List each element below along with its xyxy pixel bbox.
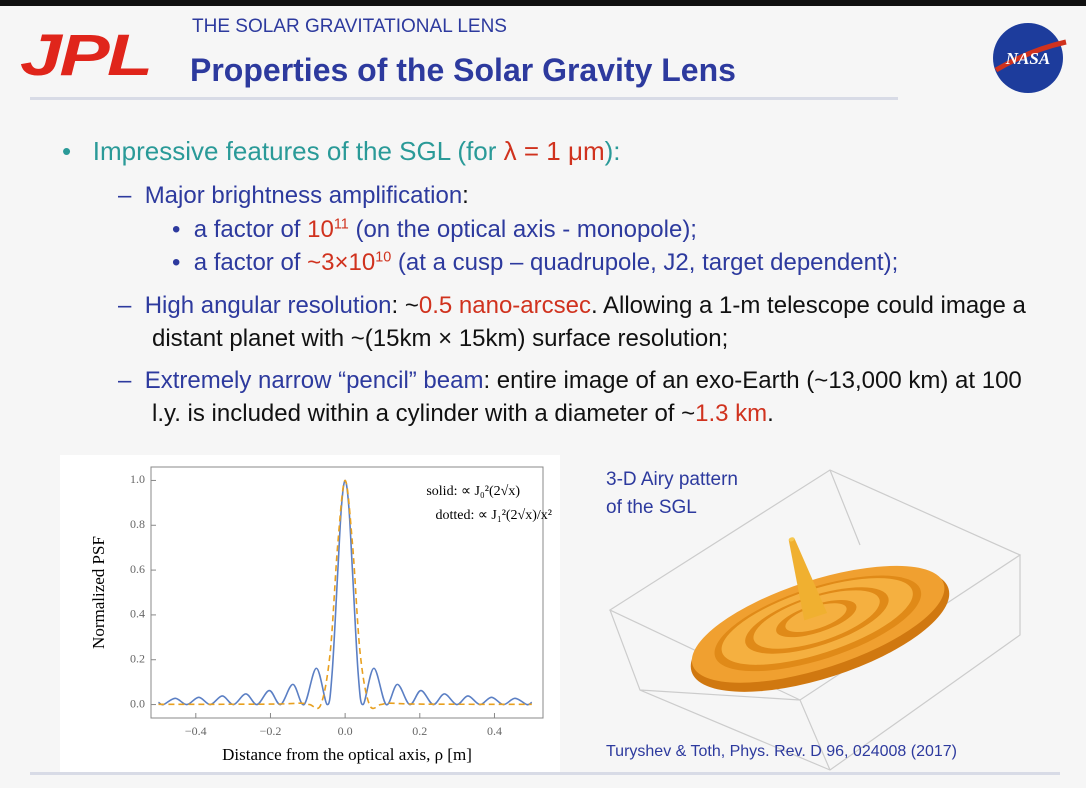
x-tick-label: −0.4: [185, 724, 207, 738]
text: (at a cusp – quadrupole, J2, target depe…: [391, 249, 899, 276]
subitem: • a factor of ~3×1010 (at a cusp – quadr…: [172, 249, 899, 276]
text: a factor of: [193, 216, 308, 243]
airy-rings: [690, 537, 950, 692]
airy-3d: [608, 469, 1022, 771]
item: – High angular resolution: ~0.5 nano-arc…: [118, 292, 1026, 352]
subtitle: THE SOLAR GRAVITATIONAL LENS: [192, 16, 507, 37]
text: :: [462, 182, 469, 209]
y-axis-label: Normalized PSF: [89, 536, 108, 649]
bullet-main: • Impressive features of the SGL (for λ …: [62, 136, 621, 166]
item: – Major brightness amplification:: [118, 182, 469, 209]
text: . Allowing a 1-m telescope could image a…: [152, 292, 1026, 352]
text: 1.3 km: [695, 400, 768, 427]
item: – Extremely narrow “pencil” beam: entire…: [118, 367, 1022, 427]
psf-curve: [158, 479, 532, 710]
text: .: [767, 400, 774, 427]
citation: Turyshev & Toth, Phys. Rev. D 96, 024008…: [606, 743, 957, 760]
y-tick-label: 0.0: [130, 696, 145, 710]
text: 0.5 nano-arcsec: [418, 292, 591, 319]
x-tick-label: 0.2: [412, 724, 427, 738]
figure-caption: of the SGL: [606, 497, 697, 518]
text: 11: [333, 216, 349, 233]
footer-rule: [30, 772, 1060, 775]
text: : ~: [391, 292, 419, 319]
text: (on the optical axis - monopole);: [348, 216, 697, 243]
figure-caption: 3-D Airy pattern: [606, 469, 738, 490]
title: Properties of the Solar Gravity Lens: [190, 52, 736, 88]
text: Major brightness amplification: [144, 182, 463, 209]
x-axis-label: Distance from the optical axis, ρ [m]: [222, 745, 472, 764]
x-tick-label: 0.0: [338, 724, 353, 738]
text: : entire image of an exo-Earth (~13,000 …: [152, 367, 1022, 427]
logo: JPL: [20, 23, 153, 88]
top-bar: [0, 0, 1086, 6]
text: Impressive features of the SGL (for: [92, 136, 504, 166]
text: ~3×10: [307, 249, 376, 276]
subitem: • a factor of 1011 (on the optical axis …: [172, 216, 697, 243]
header-rule: [30, 97, 898, 100]
y-tick-label: 0.6: [130, 562, 145, 576]
text: 10: [375, 249, 392, 266]
nasa-logo: NASA: [993, 23, 1067, 93]
annotation: solid: ∝ J₀²(2√x): [426, 484, 520, 499]
y-tick-label: 0.8: [130, 517, 145, 531]
annotation: dotted: ∝ J₁²(2√x)/x²: [435, 508, 552, 523]
plot-frame: [150, 466, 544, 719]
text: a factor of: [193, 249, 308, 276]
plot-panel: [60, 455, 560, 775]
text: 10: [307, 216, 334, 243]
x-tick-label: 0.4: [487, 724, 502, 738]
text: λ = 1 μm: [503, 136, 605, 166]
y-tick-label: 0.4: [130, 607, 145, 621]
x-tick-label: −0.2: [260, 724, 282, 738]
text: ):: [604, 136, 621, 166]
y-tick-label: 0.2: [130, 651, 145, 665]
y-tick-label: 1.0: [130, 472, 145, 486]
text: Extremely narrow “pencil” beam: [144, 367, 484, 394]
nasa-text: NASA: [1005, 49, 1050, 68]
text: High angular resolution: [144, 292, 392, 319]
